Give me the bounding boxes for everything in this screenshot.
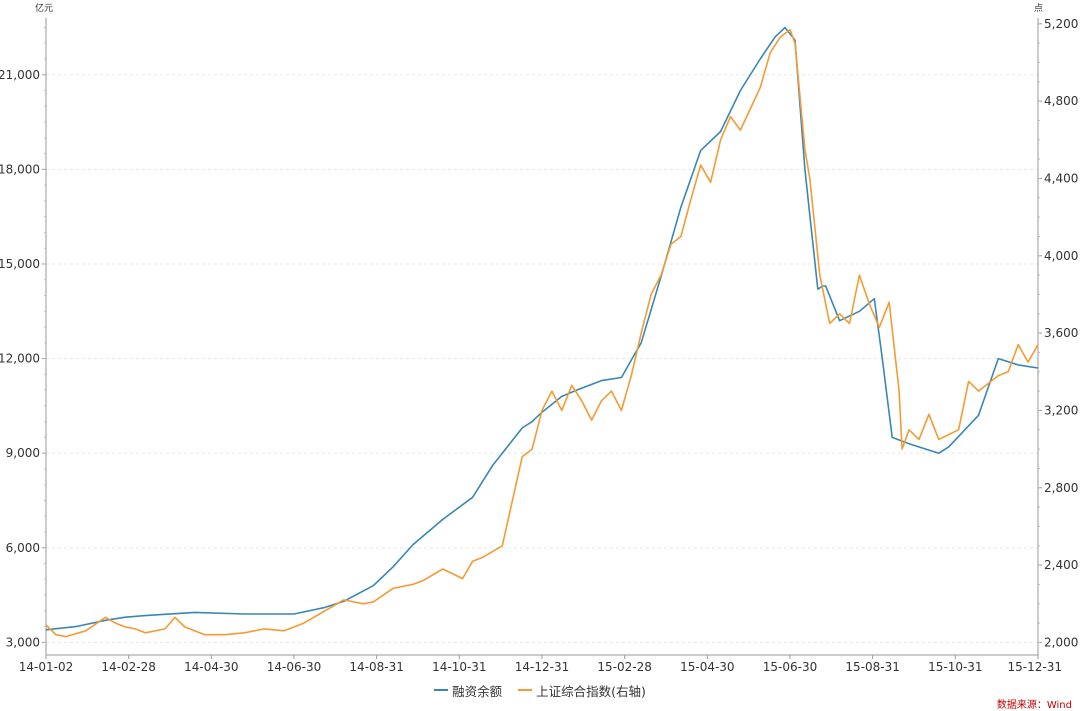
legend: 融资余额 上证综合指数(右轴)	[0, 679, 1080, 700]
right-tick-label: 4,000	[1044, 249, 1078, 263]
grid	[46, 74, 1038, 643]
right-tick-label: 4,800	[1044, 94, 1078, 108]
x-tick-label: 14-06-30	[267, 660, 321, 674]
left-tick-label: 9,000	[6, 446, 40, 460]
left-tick-label: 3,000	[6, 635, 40, 649]
series-group	[45, 26, 1039, 638]
x-axis-ticks: 14-01-02 14-02-28 14-04-30 14-06-30 14-08-31…	[19, 655, 1062, 674]
x-tick-label: 14-08-31	[349, 660, 403, 674]
right-tick-label: 2,800	[1044, 481, 1078, 495]
right-axis-ticks: 2,000 2,400 2,800 3,200 3,600 4,000 4,400 4,800…	[1038, 17, 1078, 649]
x-tick-label: 15-10-31	[928, 660, 982, 674]
left-axis-unit: 亿元	[35, 2, 53, 14]
legend-label-margin-balance: 融资余额	[452, 683, 503, 699]
x-tick-label: 14-12-31	[515, 660, 569, 674]
legend-swatch-shanghai-index	[518, 689, 533, 691]
x-tick-label: 14-04-30	[184, 660, 238, 674]
right-tick-label: 2,400	[1044, 558, 1078, 572]
x-tick-label: 14-10-31	[432, 660, 486, 674]
axes	[45, 18, 1039, 656]
left-tick-label: 21,000	[0, 68, 40, 82]
x-tick-label: 14-02-28	[101, 660, 155, 674]
data-source-note: 数据来源：Wind	[996, 700, 1072, 711]
right-tick-label: 3,200	[1044, 403, 1078, 417]
legend-label-shanghai-index: 上证综合指数(右轴)	[536, 683, 646, 699]
right-tick-label: 5,200	[1044, 17, 1078, 31]
legend-swatch-margin-balance	[434, 689, 449, 691]
x-tick-label: 15-12-31	[1008, 660, 1062, 674]
x-tick-label: 15-04-30	[680, 660, 734, 674]
right-tick-label: 4,400	[1044, 171, 1078, 185]
series-line-shanghai-index	[45, 28, 1039, 638]
x-tick-label: 15-08-31	[845, 660, 899, 674]
left-tick-label: 18,000	[0, 162, 40, 176]
series-line-margin-balance	[45, 26, 1039, 631]
right-tick-label: 3,600	[1044, 326, 1078, 340]
left-tick-label: 15,000	[0, 257, 40, 271]
legend-item-shanghai-index[interactable]: 上证综合指数(右轴)	[518, 681, 646, 700]
left-tick-label: 12,000	[0, 352, 40, 366]
x-tick-label: 15-02-28	[597, 660, 651, 674]
right-tick-label: 2,000	[1044, 635, 1078, 649]
legend-item-margin-balance[interactable]: 融资余额	[434, 681, 502, 700]
x-tick-label: 14-01-02	[19, 660, 73, 674]
left-axis-ticks: 3,000 6,000 9,000 12,000 15,000 18,000 21,000	[0, 26, 46, 649]
x-tick-label: 15-06-30	[763, 660, 817, 674]
left-tick-label: 6,000	[6, 541, 40, 555]
right-axis-unit: 点	[1034, 3, 1043, 14]
